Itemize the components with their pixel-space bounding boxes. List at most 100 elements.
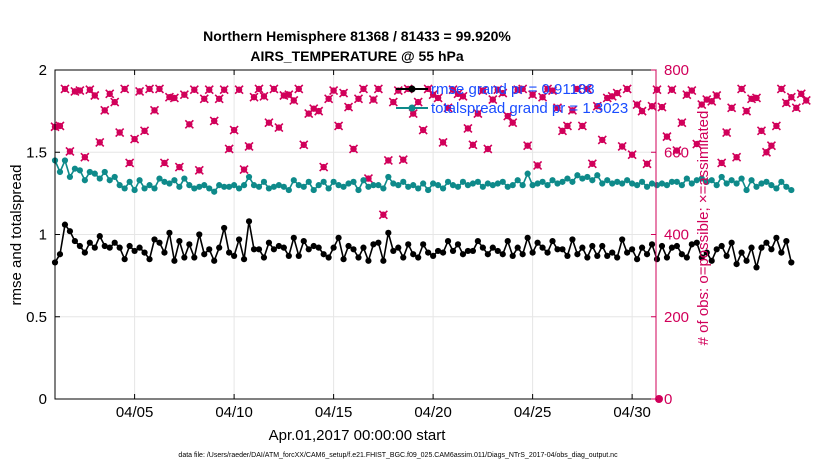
totalspread-point (400, 178, 407, 185)
obs-count-point (184, 119, 194, 129)
obs-marker-x (105, 89, 115, 99)
totalspread-point (61, 157, 69, 164)
obs-marker-x (567, 105, 577, 115)
obs-marker-x (289, 95, 299, 105)
rmse-point (101, 242, 108, 250)
obs-marker-x (508, 118, 518, 128)
rmse-point (141, 249, 148, 256)
obs-count-point (647, 101, 657, 111)
rmse-point (599, 242, 606, 250)
obs-count-point (224, 144, 234, 154)
obs-count-point (577, 121, 587, 131)
obs-marker-x (523, 141, 533, 151)
rmse-point (464, 247, 472, 255)
obs-marker-x (139, 126, 150, 136)
obs-marker-x (110, 97, 120, 107)
totalspread-point (609, 180, 616, 187)
totalspread-point (121, 185, 128, 192)
obs-count-point (229, 125, 239, 135)
obs-count-point (289, 95, 299, 105)
obs-marker-x (80, 152, 90, 162)
obs-count-point (592, 101, 602, 111)
totalspread-point (564, 175, 571, 182)
obs-marker-x (130, 134, 140, 144)
obs-marker-x (244, 141, 254, 152)
obs-count-point (597, 135, 607, 145)
rmse-point (629, 246, 636, 253)
obs-marker-x (353, 94, 364, 104)
rmse-point (753, 264, 760, 271)
totalspread-point (713, 182, 720, 189)
obs-marker-x (672, 146, 682, 156)
totalspread-point (693, 177, 700, 184)
totalspread-point (116, 182, 123, 189)
totalspread-point (474, 178, 481, 185)
totalspread-point (156, 175, 163, 182)
obs-count-point (642, 159, 652, 169)
obs-count-point (508, 118, 518, 128)
rmse-point (430, 252, 437, 259)
totalspread-point (201, 182, 208, 189)
obs-marker-x (149, 105, 160, 115)
rmse-point (136, 244, 143, 251)
totalspread-point (768, 182, 775, 189)
rmse-point (106, 244, 113, 251)
obs-marker-x (438, 137, 448, 147)
obs-marker-x (458, 91, 468, 101)
obs-marker-x (786, 92, 796, 102)
obs-marker-x (393, 85, 403, 96)
obs-marker-x (368, 95, 378, 105)
rmse-point (668, 244, 676, 251)
obs-marker-x (483, 144, 493, 154)
obs-count-point (523, 141, 533, 151)
rmse-point (783, 237, 790, 245)
obs-marker-x (418, 125, 428, 135)
y-tick-label: 1 (39, 227, 47, 244)
obs-count-point (468, 140, 478, 150)
obs-count-point (383, 155, 393, 166)
obs-marker-x (144, 84, 155, 94)
rmse-point (270, 246, 278, 253)
obs-marker-x (503, 111, 513, 121)
obs-count-point (189, 85, 199, 95)
rmse-point (380, 257, 387, 264)
chart-subtitle: AIRS_TEMPERATURE @ 55 hPa (250, 48, 464, 64)
totalspread-point (106, 177, 113, 184)
rmse-point (788, 259, 795, 266)
totalspread-point (743, 186, 750, 194)
y-tick-label: 2 (39, 62, 47, 79)
obs-marker-x (801, 95, 811, 105)
obs-count-point (687, 85, 697, 96)
obs-marker-x (199, 94, 209, 104)
obs-count-point (503, 111, 513, 121)
obs-count-point (55, 121, 65, 131)
totalspread-point (668, 178, 676, 185)
totalspread-point (380, 185, 387, 192)
obs-marker-x (65, 146, 75, 156)
totalspread-point (584, 173, 591, 181)
obs-marker-x (154, 84, 165, 94)
obs-count-point (154, 84, 165, 94)
rmse-point (624, 249, 631, 256)
rmse-point (544, 249, 551, 256)
obs-marker-x (378, 210, 388, 220)
rmse-point (131, 247, 138, 255)
obs-count-point (334, 121, 344, 131)
obs-marker-x (194, 165, 204, 175)
totalspread-point (270, 183, 278, 190)
obs-count-point (488, 95, 498, 105)
obs-count-point (368, 95, 378, 105)
rmse-point (509, 252, 516, 259)
totalspread-point (783, 183, 790, 190)
rmse-point (171, 257, 178, 264)
rmse-point (385, 229, 392, 236)
obs-marker-x (219, 85, 229, 95)
obs-count-point (547, 85, 558, 96)
rmse-point (66, 228, 74, 235)
rmse-point (201, 251, 208, 258)
legend-rmse-marker (408, 85, 416, 93)
obs-marker-x (55, 121, 65, 131)
rmse-point (280, 244, 287, 251)
obs-marker-x (587, 159, 597, 169)
